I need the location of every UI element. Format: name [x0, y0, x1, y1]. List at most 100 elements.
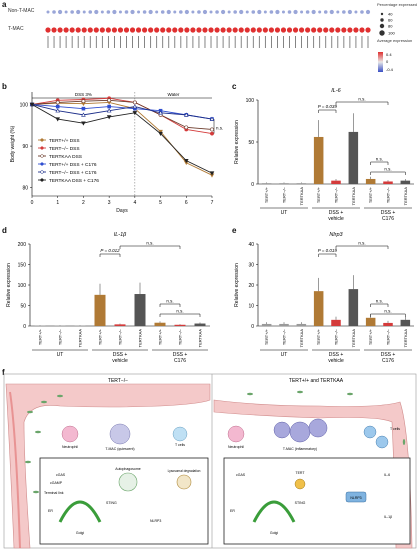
dot-tmac	[57, 27, 63, 33]
dot-tmac	[317, 27, 323, 33]
data-point	[158, 110, 163, 115]
dot-non-tmac	[220, 9, 226, 15]
ns-label: n.s.	[216, 125, 223, 130]
dot-non-tmac	[245, 10, 249, 14]
bar	[296, 323, 307, 326]
dot-tmac	[196, 27, 202, 33]
dot-non-tmac	[191, 10, 195, 14]
ns-label: n.s.	[384, 309, 391, 314]
ns-bracket	[159, 303, 181, 307]
series-line	[31, 99, 213, 130]
dot-tmac	[81, 27, 87, 33]
dot-non-tmac	[148, 9, 153, 15]
legend-pct-60: 60	[388, 18, 393, 23]
ns-bracket	[370, 171, 406, 175]
dot-tmac	[184, 27, 190, 33]
legend-avg-hi: 0.4	[386, 52, 392, 57]
dot-tmac	[105, 27, 111, 33]
right-zoom-box	[223, 457, 411, 545]
dot-non-tmac	[347, 9, 352, 15]
panel-label-b: b	[2, 82, 7, 91]
y-tick-label: 80	[22, 186, 28, 192]
dot-tmac	[160, 27, 166, 33]
y-axis-label: Relative expression	[6, 263, 12, 307]
category-label: TERTKAA	[138, 329, 143, 348]
dot-tmac	[220, 27, 226, 33]
dot-tmac	[63, 27, 69, 33]
left-label-neutrophil: Neutrophil	[62, 445, 78, 449]
x-tick-label: 5	[159, 200, 162, 206]
dot-non-tmac	[251, 10, 256, 14]
golgi-left	[58, 500, 102, 523]
dot-tmac	[117, 27, 124, 33]
bar	[348, 289, 359, 326]
il6-plot: IL-6 0 50 100 Relative expression TERT+/+ TERT…	[234, 88, 414, 222]
data-point	[210, 127, 214, 132]
nlrp3-plot: Nlrp3 0 10 20 30 40 Relative expression TERT+/+…	[234, 232, 414, 364]
t-cells-left	[172, 426, 188, 442]
tmac-inflammatory-cluster	[273, 418, 328, 443]
bar	[261, 323, 272, 326]
dot-tmac	[305, 27, 311, 33]
dot-plot: Percentage expressed 40 60 80 100 Averag…	[45, 2, 417, 72]
dot-non-tmac	[281, 10, 285, 14]
dot-tmac	[250, 27, 256, 33]
dot-tmac	[329, 27, 335, 33]
right-label-cgas: cGAS	[236, 473, 246, 477]
group-label: UT	[281, 210, 288, 216]
tert-icon	[294, 478, 306, 490]
group-label: UT	[57, 352, 64, 358]
data-point	[158, 129, 163, 134]
left-label-nlrp3: NLRP3	[150, 519, 161, 523]
dot-non-tmac	[293, 9, 298, 15]
category-label: TERT+/+	[316, 186, 321, 203]
t-cells-right	[363, 425, 389, 449]
dot-tmac	[286, 27, 293, 33]
data-point	[55, 108, 61, 113]
body-weight-chart: 80 90 100 0 1 2 3 4 5 6 7 Days Body weight (%) DSS 3%…	[10, 92, 223, 214]
intestinal-epithelium-right	[213, 399, 413, 549]
dss-period-label: DSS 3%	[75, 92, 92, 97]
group-label: C176	[382, 216, 394, 222]
y-tick-label: 40	[248, 242, 254, 248]
dot-non-tmac	[342, 10, 346, 14]
dot-tmac	[335, 27, 341, 33]
legend-marker	[40, 170, 44, 174]
p-bracket	[318, 253, 337, 257]
golgi-right	[252, 500, 296, 523]
category-label: TERT−/−	[386, 328, 391, 345]
x-tick-label: 2	[82, 200, 85, 206]
dot-non-tmac	[329, 9, 334, 15]
right-label-tmac: T-MAC (inflammatory)	[283, 447, 317, 451]
bar	[313, 291, 324, 326]
data-point	[132, 111, 138, 116]
bar	[154, 322, 166, 326]
category-label: TERT−/−	[58, 328, 63, 345]
y-tick-label: 10	[248, 304, 254, 310]
x-tick-label: 1	[56, 200, 59, 206]
bar	[279, 183, 289, 184]
category-label: TERTKAA	[351, 187, 356, 206]
dot-tmac	[244, 27, 250, 33]
dot-non-tmac	[287, 10, 292, 14]
legend-pct-dot	[380, 18, 384, 22]
legend-pct: 40 60 80 100	[379, 12, 395, 36]
dot-tmac	[208, 27, 214, 33]
row-label-non-tmac: Non-T-MAC	[8, 8, 35, 14]
bar	[194, 323, 206, 326]
dot-non-tmac	[227, 10, 231, 14]
dot-non-tmac	[336, 10, 340, 14]
category-label: TERT−/−	[282, 186, 287, 203]
dot-tmac	[262, 27, 268, 33]
dot-tmac	[129, 27, 136, 33]
dot-tmac	[87, 27, 93, 33]
legend-pct-dot	[380, 12, 384, 16]
right-label-il1b: IL-1β	[384, 515, 392, 519]
ns-label: n.s.	[384, 167, 391, 172]
y-axis-label: Relative expression	[234, 263, 240, 307]
category-label: TERT−/−	[334, 186, 339, 203]
il6-bar-chart: IL-6 0 50 100 Relative expression TERT+/+ TERT…	[234, 88, 414, 222]
legend-marker	[40, 138, 44, 142]
bar	[400, 180, 411, 184]
category-label: TERT+/+	[316, 328, 321, 345]
